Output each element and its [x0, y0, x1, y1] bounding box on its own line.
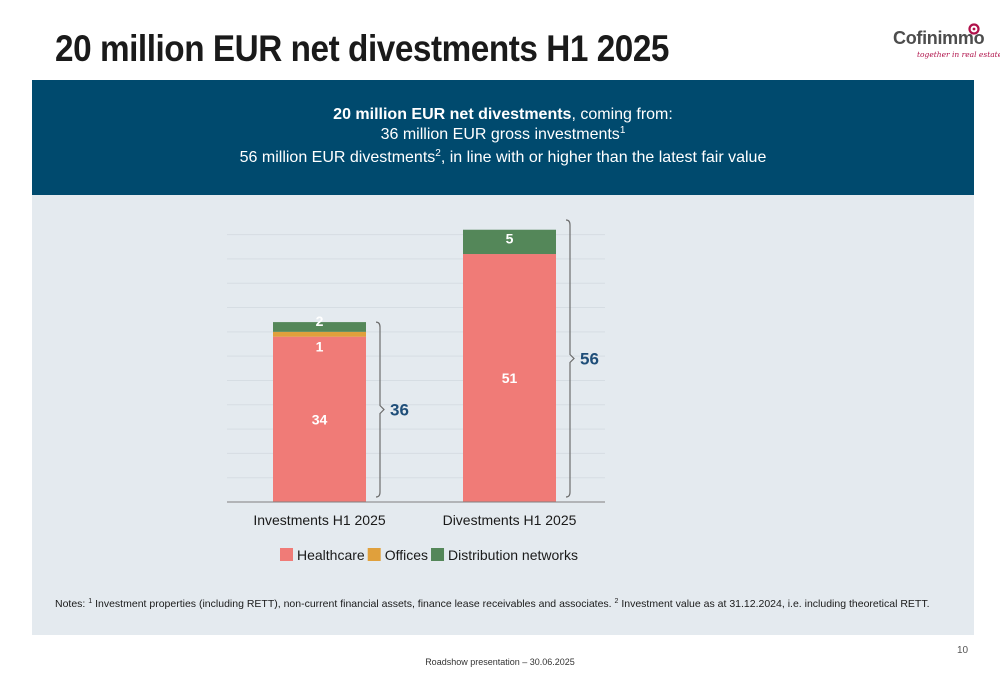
page-number: 10 [957, 645, 969, 656]
bar-healthcare [463, 254, 556, 502]
summary-banner: 20 million EUR net divestments, coming f… [32, 80, 974, 195]
footnotes: Notes: 1 Investment properties (includin… [55, 598, 930, 610]
legend-label: Healthcare [297, 547, 365, 563]
bar-distribution-networks [273, 322, 366, 332]
legend-swatch [280, 548, 293, 561]
stacked-bar-chart: 34 1 2 51 5 36 56 Investments H1 2025 Divestment… [227, 219, 605, 563]
data-label: 34 [312, 411, 328, 427]
total-label: 36 [390, 401, 409, 420]
total-label: 56 [580, 350, 599, 369]
chart-panel: 34 1 2 51 5 36 56 Investments H1 2025 Divestment… [32, 195, 974, 635]
data-label: 51 [502, 370, 518, 386]
bar-distribution-networks [463, 229, 556, 255]
bar-healthcare [273, 336, 366, 502]
legend-swatch [431, 548, 445, 561]
banner-line-1: 20 million EUR net divestments, coming f… [333, 106, 673, 123]
data-label: 2 [316, 313, 324, 329]
logo-mark-icon [968, 23, 980, 35]
category-label: Investments H1 2025 [253, 512, 386, 528]
total-brace [375, 321, 385, 498]
data-label: 5 [506, 230, 514, 246]
legend-label: Distribution networks [448, 547, 578, 563]
legend-label: Offices [385, 547, 428, 563]
banner-line-2: 36 million EUR gross investments1 [380, 125, 626, 143]
legend-swatch [367, 548, 381, 561]
data-label: 1 [316, 339, 324, 355]
banner-line-3: 56 million EUR divestments2, in line wit… [239, 148, 767, 166]
company-logo: Cofinimmo together in real estate [893, 22, 1000, 62]
logo-name: Cofinimmo [893, 28, 985, 48]
total-brace [565, 219, 575, 498]
bar-offices [273, 331, 366, 337]
page-title: 20 million EUR net divestments H1 2025 [55, 28, 669, 69]
logo-tagline: together in real estate [917, 50, 1000, 59]
category-label: Divestments H1 2025 [443, 512, 577, 528]
footer-text: Roadshow presentation – 30.06.2025 [425, 657, 575, 667]
